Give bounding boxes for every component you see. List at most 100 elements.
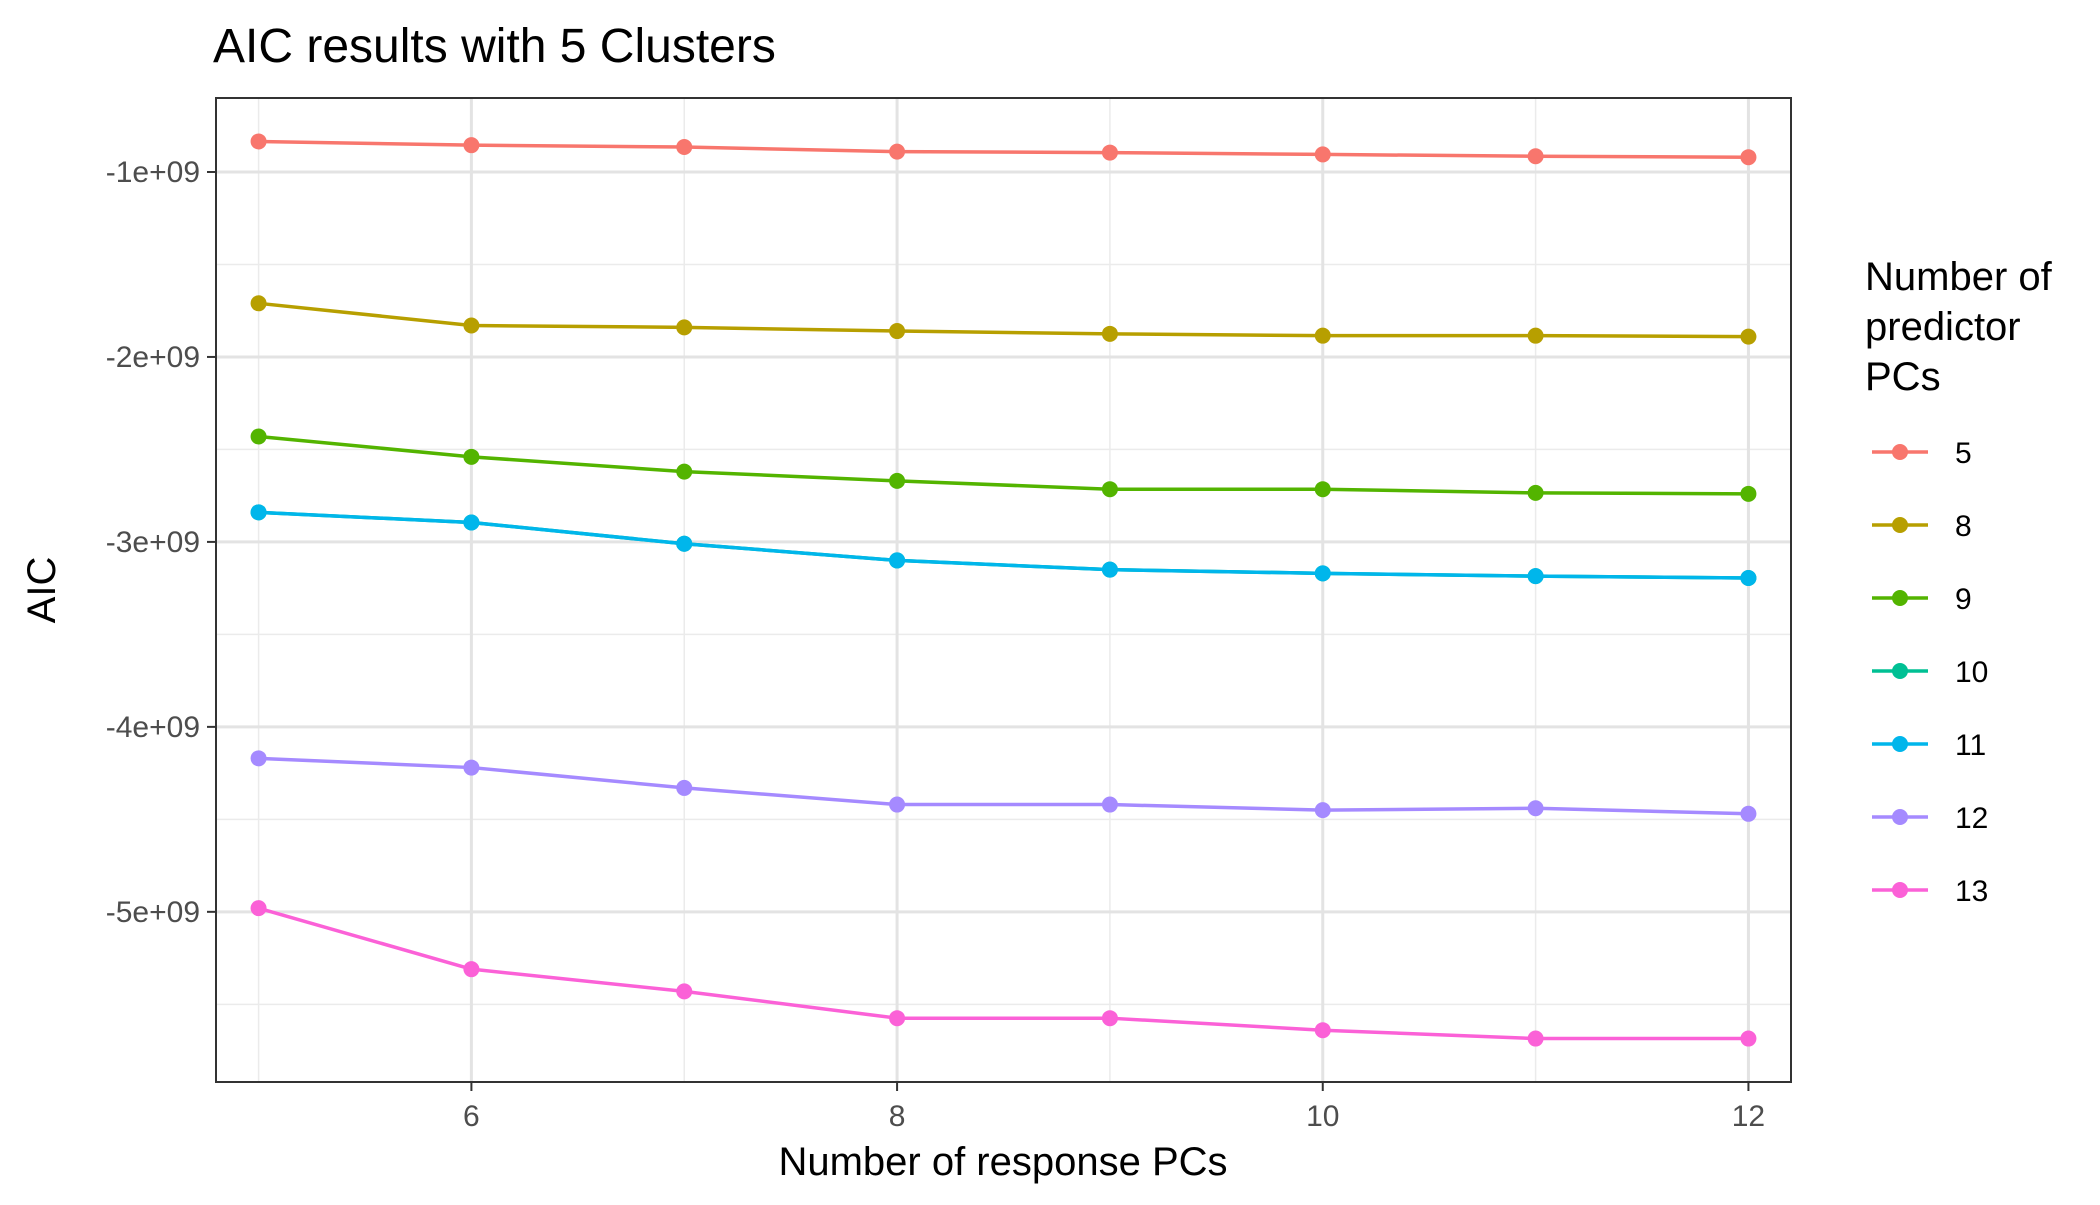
data-point — [1740, 485, 1757, 502]
legend-key-point — [1892, 882, 1908, 898]
data-point — [463, 317, 480, 334]
series-line-13 — [258, 906, 1749, 1041]
data-point — [676, 535, 693, 552]
x-tick-label: 10 — [1306, 1100, 1339, 1133]
series-line-12 — [258, 756, 1749, 816]
y-tick-label: -1e+09 — [106, 156, 200, 189]
data-point — [1101, 1010, 1118, 1027]
data-point — [676, 139, 693, 156]
data-point — [1740, 1030, 1757, 1047]
x-tick-label: 8 — [889, 1100, 906, 1133]
legend-label: 9 — [1955, 583, 1972, 616]
data-point — [676, 983, 693, 1000]
series-line-9 — [258, 434, 1749, 496]
plot-panel — [215, 97, 1792, 1083]
data-point — [1101, 796, 1118, 813]
data-point — [889, 796, 906, 813]
legend-item-8: 8 — [1872, 510, 1972, 543]
data-point — [463, 137, 480, 154]
chart-title: AIC results with 5 Clusters — [213, 20, 776, 73]
series-line-5 — [258, 139, 1749, 159]
series-13 — [250, 900, 1757, 1047]
data-point — [1527, 148, 1544, 165]
data-point — [889, 552, 906, 569]
legend-item-5: 5 — [1872, 437, 1972, 470]
data-point — [1101, 144, 1118, 161]
data-point — [250, 133, 267, 150]
data-point — [889, 1010, 906, 1027]
data-point — [1527, 1030, 1544, 1047]
x-axis-title: Number of response PCs — [778, 1140, 1227, 1184]
legend-label: 12 — [1955, 802, 1988, 835]
legend-key-point — [1892, 590, 1908, 606]
legend-key-point — [1892, 444, 1908, 460]
legend-label: 10 — [1955, 656, 1988, 689]
x-axis: 6 8 10 12 — [463, 1082, 1765, 1133]
legend-key-point — [1892, 809, 1908, 825]
legend: Number of predictor PCs 5 8 9 10 11 12 13 — [1865, 255, 2053, 908]
major-gridlines — [216, 98, 1791, 1082]
data-point — [1314, 802, 1331, 819]
legend-title-line-3: PCs — [1865, 355, 1941, 399]
series-5 — [250, 133, 1757, 166]
data-point — [1740, 149, 1757, 166]
legend-items: 5 8 9 10 11 12 13 — [1872, 437, 1988, 908]
legend-label: 5 — [1955, 437, 1972, 470]
data-point — [250, 504, 267, 521]
legend-label: 13 — [1955, 875, 1988, 908]
data-point — [250, 295, 267, 312]
series-9 — [250, 428, 1757, 502]
data-point — [1314, 565, 1331, 582]
data-point — [889, 143, 906, 160]
data-point — [250, 428, 267, 445]
y-axis-title: AIC — [20, 557, 64, 624]
y-tick-label: -5e+09 — [106, 896, 200, 929]
legend-item-9: 9 — [1872, 583, 1972, 616]
data-point — [1314, 1022, 1331, 1039]
data-point — [676, 463, 693, 480]
data-point — [463, 759, 480, 776]
legend-label: 8 — [1955, 510, 1972, 543]
y-tick-label: -2e+09 — [106, 341, 200, 374]
series-11 — [250, 504, 1757, 586]
legend-item-12: 12 — [1872, 802, 1988, 835]
legend-item-10: 10 — [1872, 656, 1988, 689]
series-layer — [250, 133, 1757, 1047]
legend-key-point — [1892, 517, 1908, 533]
data-point — [1527, 327, 1544, 344]
legend-label: 11 — [1955, 729, 1986, 762]
data-point — [250, 900, 267, 917]
data-point — [1527, 484, 1544, 501]
data-point — [1527, 800, 1544, 817]
series-line-8 — [258, 301, 1749, 339]
data-point — [1314, 146, 1331, 163]
series-8 — [250, 295, 1757, 345]
legend-title-line-2: predictor — [1865, 305, 2021, 349]
data-point — [1740, 328, 1757, 345]
data-point — [463, 961, 480, 978]
data-point — [676, 319, 693, 336]
data-point — [1740, 805, 1757, 822]
series-12 — [250, 750, 1757, 822]
data-point — [1314, 481, 1331, 498]
data-point — [1101, 481, 1118, 498]
y-axis: -5e+09 -4e+09 -3e+09 -2e+09 -1e+09 — [106, 156, 216, 929]
data-point — [1527, 568, 1544, 585]
legend-key-point — [1892, 663, 1908, 679]
legend-item-11: 11 — [1872, 729, 1986, 762]
legend-item-13: 13 — [1872, 875, 1988, 908]
data-point — [463, 514, 480, 531]
data-point — [1101, 325, 1118, 342]
data-point — [1740, 569, 1757, 586]
minor-gridlines — [216, 98, 1791, 1082]
x-tick-label: 6 — [463, 1100, 480, 1133]
data-point — [889, 472, 906, 489]
y-tick-label: -3e+09 — [106, 526, 200, 559]
legend-title-line-1: Number of — [1865, 255, 2053, 299]
y-tick-label: -4e+09 — [106, 711, 200, 744]
data-point — [676, 779, 693, 796]
series-line-11 — [258, 510, 1749, 580]
legend-key-point — [1892, 736, 1908, 752]
